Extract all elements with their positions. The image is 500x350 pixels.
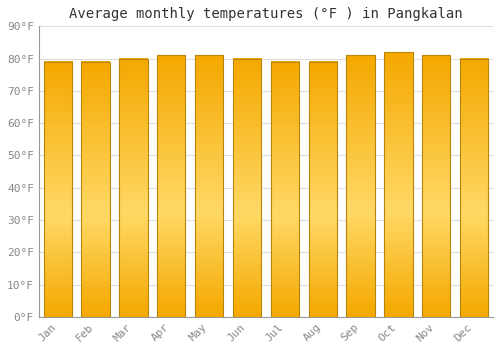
Bar xyxy=(308,62,337,317)
Bar xyxy=(157,55,186,317)
Bar xyxy=(384,52,412,317)
Bar xyxy=(233,58,261,317)
Title: Average monthly temperatures (°F ) in Pangkalan: Average monthly temperatures (°F ) in Pa… xyxy=(69,7,462,21)
Bar xyxy=(270,62,299,317)
Bar xyxy=(44,62,72,317)
Bar xyxy=(346,55,375,317)
Bar xyxy=(460,58,488,317)
Bar xyxy=(422,55,450,317)
Bar xyxy=(82,62,110,317)
Bar xyxy=(195,55,224,317)
Bar xyxy=(119,58,148,317)
